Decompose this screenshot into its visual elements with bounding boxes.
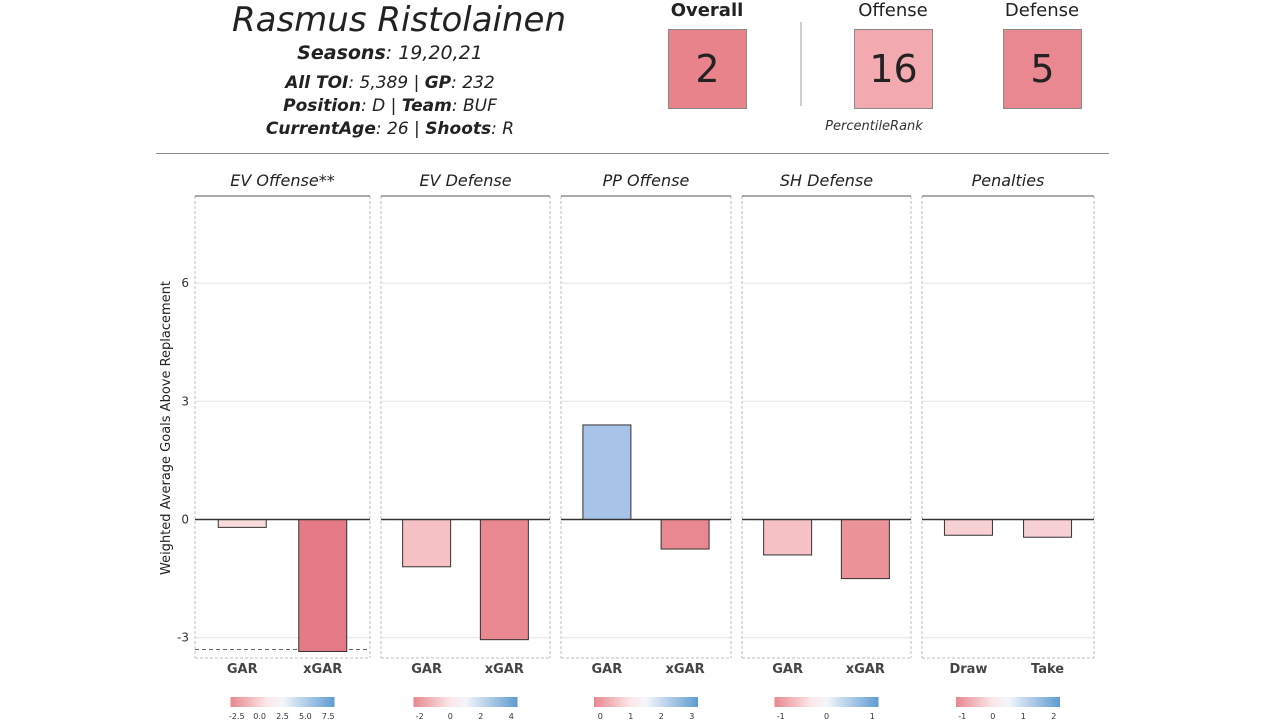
legend-tick: 1 bbox=[1021, 712, 1026, 720]
seasons-label: Seasons bbox=[297, 42, 386, 64]
y-tick-label: 3 bbox=[181, 394, 189, 408]
team-value: : BUF bbox=[451, 96, 497, 116]
bar-gar bbox=[582, 424, 632, 520]
y-tick-label: -3 bbox=[177, 631, 189, 645]
defense-rank-box: 5 bbox=[1003, 29, 1082, 109]
legend-colorbar bbox=[594, 697, 698, 707]
panel-1: EV Offense** GAR xGAR -2.5 0.0 2.5 5.0 7.5 bbox=[194, 171, 371, 720]
legend-tick: 7.5 bbox=[322, 712, 335, 720]
bar-xgar bbox=[840, 519, 890, 580]
gp-label: GP bbox=[424, 73, 452, 93]
legend-tick: -1 bbox=[958, 712, 966, 720]
bar-xgar bbox=[298, 519, 348, 652]
bar-gar bbox=[763, 519, 813, 556]
position-value: : D | bbox=[360, 96, 402, 116]
age-value: : 26 | bbox=[375, 119, 426, 139]
rank-divider bbox=[800, 22, 802, 106]
panel-4: SH Defense GAR xGAR -1 0 1 bbox=[741, 171, 912, 720]
overall-title: Overall bbox=[670, 0, 744, 21]
panel-title: EV Defense bbox=[419, 171, 511, 190]
age-shoots-line: CurrentAge: 26 | Shoots: R bbox=[232, 119, 548, 139]
offense-title: Offense bbox=[858, 0, 928, 21]
y-tick-label: 6 bbox=[181, 276, 189, 290]
overall-rank-box: 2 bbox=[668, 29, 747, 109]
panel-title: Penalties bbox=[972, 171, 1045, 190]
seasons-line: Seasons: 19,20,21 bbox=[232, 42, 548, 64]
legend-tick: 2 bbox=[659, 712, 664, 720]
toi-gp-line: All TOI: 5,389 | GP: 232 bbox=[232, 73, 548, 93]
panel-5: Penalties Draw Take -1 0 1 2 bbox=[921, 171, 1095, 720]
bar-gar bbox=[217, 519, 267, 528]
bar-gar bbox=[402, 519, 452, 568]
x-tick-label: Draw bbox=[949, 662, 987, 677]
bar-take bbox=[1023, 519, 1073, 538]
offense-rank-box: 16 bbox=[854, 29, 933, 109]
legend-tick: 0 bbox=[448, 712, 453, 720]
legend-tick: 4 bbox=[509, 712, 514, 720]
y-axis-label: Weighted Average Goals Above Replacement bbox=[159, 281, 174, 575]
legend-tick: 3 bbox=[689, 712, 694, 720]
player-name: Rasmus Ristolainen bbox=[232, 0, 567, 40]
legend-tick: 2 bbox=[478, 712, 483, 720]
legend-colorbar bbox=[774, 697, 879, 707]
x-tick-label: GAR bbox=[227, 662, 258, 677]
age-label: CurrentAge bbox=[265, 119, 376, 139]
seasons-value: : 19,20,21 bbox=[385, 42, 483, 64]
x-tick-label: Take bbox=[1031, 662, 1064, 677]
x-tick-label: GAR bbox=[772, 662, 803, 677]
legend-tick: 1 bbox=[628, 712, 633, 720]
position-label: Position bbox=[283, 96, 361, 116]
x-tick-label: GAR bbox=[411, 662, 442, 677]
panel-2: EV Defense GAR xGAR -2 0 2 4 bbox=[380, 171, 551, 720]
percentile-rank-label: PercentileRank bbox=[825, 119, 923, 134]
legend-colorbar bbox=[413, 697, 518, 707]
x-tick-label: xGAR bbox=[666, 662, 705, 677]
defense-title: Defense bbox=[1004, 0, 1080, 21]
bar-draw bbox=[943, 519, 993, 536]
legend-tick: -2.5 bbox=[229, 712, 245, 720]
legend-tick: 0.0 bbox=[253, 712, 266, 720]
legend-tick: 0 bbox=[990, 712, 995, 720]
legend-tick: 2.5 bbox=[276, 712, 289, 720]
header-separator bbox=[156, 153, 1109, 154]
x-tick-label: xGAR bbox=[485, 662, 524, 677]
legend-colorbar bbox=[230, 697, 335, 707]
y-tick-label: 0 bbox=[181, 513, 189, 527]
legend-colorbar bbox=[956, 697, 1060, 707]
x-tick-label: xGAR bbox=[303, 662, 342, 677]
legend-tick: 0 bbox=[598, 712, 603, 720]
panel-title: EV Offense** bbox=[230, 171, 334, 190]
legend-tick: 0 bbox=[824, 712, 829, 720]
team-label: Team bbox=[401, 96, 452, 116]
legend-tick: 1 bbox=[870, 712, 875, 720]
toi-label: All TOI bbox=[285, 73, 349, 93]
gp-value: : 232 bbox=[451, 73, 495, 93]
toi-value: : 5,389 | bbox=[348, 73, 425, 93]
legend-tick: 5.0 bbox=[299, 712, 312, 720]
panel-title: SH Defense bbox=[780, 171, 873, 190]
legend-tick: -2 bbox=[416, 712, 424, 720]
legend-tick: -1 bbox=[777, 712, 785, 720]
shoots-value: : R bbox=[491, 119, 515, 139]
x-tick-label: xGAR bbox=[846, 662, 885, 677]
position-team-line: Position: D | Team: BUF bbox=[232, 96, 548, 116]
bar-xgar bbox=[479, 519, 529, 641]
shoots-label: Shoots bbox=[425, 119, 492, 139]
panel-3: PP Offense GAR xGAR 0 1 2 3 bbox=[560, 171, 732, 720]
x-tick-label: GAR bbox=[592, 662, 623, 677]
panel-title: PP Offense bbox=[603, 171, 690, 190]
bar-xgar bbox=[660, 519, 710, 550]
legend-tick: 2 bbox=[1051, 712, 1056, 720]
